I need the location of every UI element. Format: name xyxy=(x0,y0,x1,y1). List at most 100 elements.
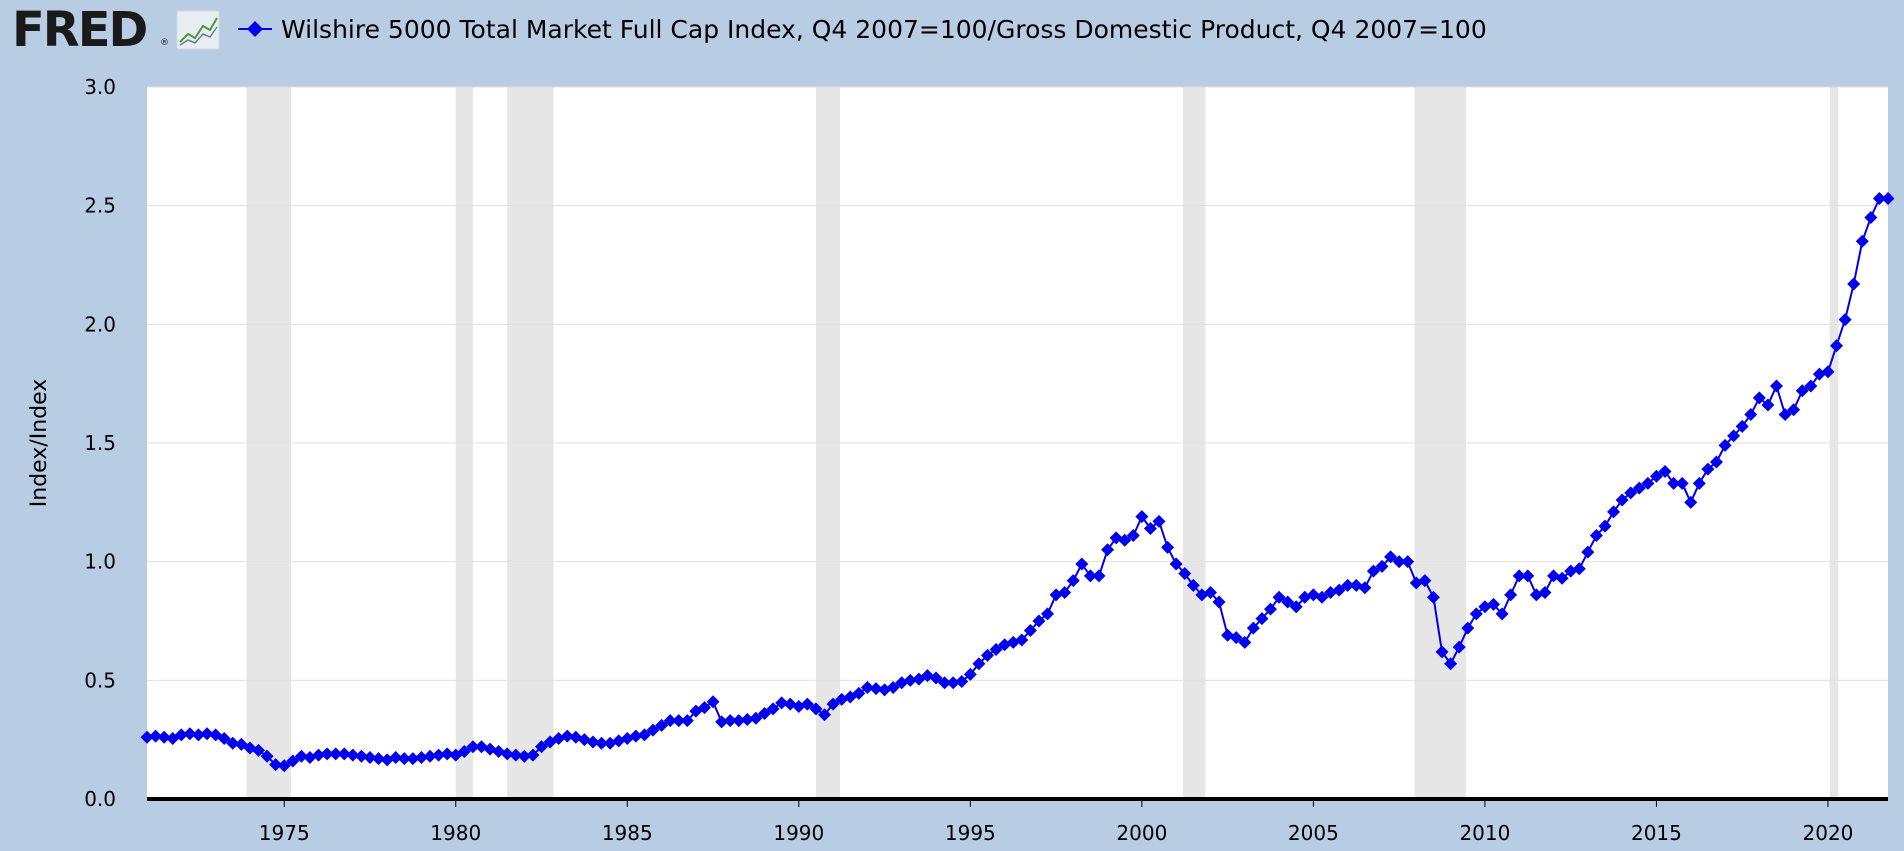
data-point xyxy=(535,740,549,754)
data-point xyxy=(929,671,943,685)
data-point xyxy=(1015,633,1029,647)
data-point xyxy=(1752,391,1766,405)
data-point xyxy=(1246,621,1260,635)
data-point xyxy=(637,728,651,742)
data-point xyxy=(938,676,952,690)
data-point xyxy=(1684,495,1698,509)
data-point xyxy=(1152,514,1166,528)
data-point xyxy=(1092,569,1106,583)
data-point xyxy=(1366,564,1380,578)
data-point xyxy=(1426,590,1440,604)
data-point xyxy=(740,712,754,726)
data-point xyxy=(1392,555,1406,569)
data-point xyxy=(1041,607,1055,621)
data-point xyxy=(1281,595,1295,609)
data-point xyxy=(517,749,531,763)
data-point xyxy=(1178,567,1192,581)
data-point xyxy=(1838,313,1852,327)
data-point xyxy=(217,731,231,745)
data-point xyxy=(826,697,840,711)
data-point xyxy=(457,745,471,759)
data-point xyxy=(423,749,437,763)
x-tick-label: 2015 xyxy=(1631,821,1682,845)
data-point xyxy=(1169,557,1183,571)
data-point xyxy=(1332,583,1346,597)
data-point xyxy=(706,695,720,709)
data-point xyxy=(294,749,308,763)
data-point xyxy=(1830,339,1844,353)
data-point xyxy=(697,701,711,715)
data-point xyxy=(1272,590,1286,604)
header: FRED ® Wilshire 5000 Total Market Full C… xyxy=(0,0,1904,60)
data-point xyxy=(1658,464,1672,478)
data-point xyxy=(972,657,986,671)
x-tick-label: 2020 xyxy=(1803,821,1854,845)
data-point xyxy=(200,727,214,741)
data-point xyxy=(251,743,265,757)
data-point xyxy=(809,702,823,716)
data-point xyxy=(1504,588,1518,602)
data-point xyxy=(1469,607,1483,621)
data-point xyxy=(363,750,377,764)
data-point xyxy=(1649,469,1663,483)
data-point xyxy=(1598,519,1612,533)
data-point xyxy=(1375,559,1389,573)
data-point xyxy=(1881,192,1895,206)
data-point xyxy=(1032,614,1046,628)
data-point xyxy=(1023,623,1037,637)
x-tick-label: 1975 xyxy=(259,821,310,845)
data-point xyxy=(1701,462,1715,476)
x-tick-label: 1985 xyxy=(602,821,653,845)
data-point xyxy=(414,750,428,764)
data-point xyxy=(1341,578,1355,592)
data-point xyxy=(1384,550,1398,564)
data-point xyxy=(1555,571,1569,585)
data-point xyxy=(655,718,669,732)
fred-graph-icon xyxy=(176,10,220,50)
data-point xyxy=(1855,234,1869,248)
data-point xyxy=(860,680,874,694)
data-point xyxy=(337,747,351,761)
data-point xyxy=(1641,476,1655,490)
data-point xyxy=(329,747,343,761)
data-point xyxy=(389,750,403,764)
data-point xyxy=(286,754,300,768)
y-axis-label: Index/Index xyxy=(27,379,52,508)
data-point xyxy=(1795,384,1809,398)
data-point xyxy=(1452,640,1466,654)
data-point xyxy=(1495,607,1509,621)
data-point xyxy=(989,642,1003,656)
y-tick-label: 0.0 xyxy=(84,787,116,811)
data-point xyxy=(646,723,660,737)
data-point xyxy=(1872,192,1886,206)
data-point xyxy=(1692,476,1706,490)
data-point xyxy=(191,728,205,742)
data-point xyxy=(1521,569,1535,583)
data-point xyxy=(1615,493,1629,507)
data-point xyxy=(1264,602,1278,616)
data-point xyxy=(500,747,514,761)
data-point xyxy=(946,676,960,690)
data-point xyxy=(723,714,737,728)
x-axis-ticks: 1975 1980 1985 1990 1995 2000 2005 2010 2015 2020 xyxy=(259,799,1854,845)
legend-series-marker-icon xyxy=(238,21,272,37)
y-axis-ticks: 0.0 0.5 1.0 1.5 2.0 2.5 3.0 xyxy=(84,75,116,811)
data-point xyxy=(749,711,763,725)
data-point xyxy=(672,714,686,728)
data-point xyxy=(886,680,900,694)
x-tick-label: 1990 xyxy=(773,821,824,845)
fred-logo[interactable]: FRED xyxy=(12,2,148,58)
data-point xyxy=(1401,555,1415,569)
data-point xyxy=(1761,398,1775,412)
y-tick-label: 2.5 xyxy=(84,194,116,218)
data-point xyxy=(1847,277,1861,291)
data-point xyxy=(260,749,274,763)
data-point xyxy=(595,736,609,750)
legend-series-label: Wilshire 5000 Total Market Full Cap Inde… xyxy=(281,15,1487,44)
grid-lines xyxy=(147,86,1888,681)
data-point xyxy=(1435,645,1449,659)
data-point xyxy=(715,715,729,729)
data-point xyxy=(526,748,540,762)
data-point xyxy=(980,648,994,662)
data-point xyxy=(1161,540,1175,554)
